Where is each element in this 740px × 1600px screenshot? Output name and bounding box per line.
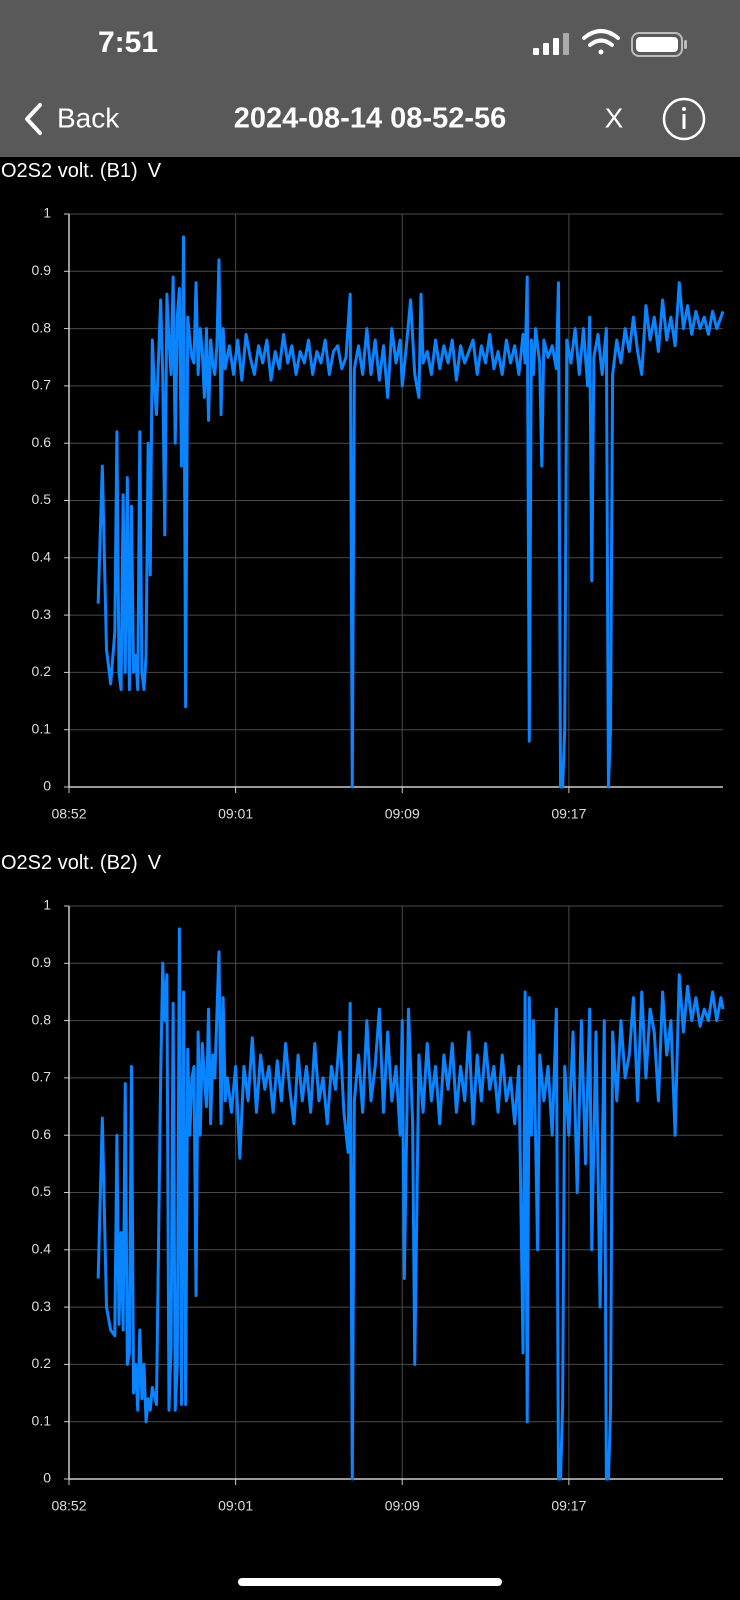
y-tick-label: 0.7 <box>32 1069 52 1085</box>
y-tick-label: 0.4 <box>32 549 52 565</box>
chart-title: O2S2 volt. (B2) V <box>1 852 162 874</box>
x-tick-label: 09:01 <box>218 806 253 822</box>
chart-title-text: O2S2 volt. (B1) <box>1 160 138 182</box>
y-tick-label: 0.3 <box>32 1298 52 1314</box>
y-tick-label: 0.2 <box>32 663 52 679</box>
x-tick-label: 09:17 <box>551 1498 586 1514</box>
signal-icon <box>533 33 569 55</box>
chart-title-text: O2S2 volt. (B2) <box>1 852 138 874</box>
battery-icon <box>631 32 687 57</box>
y-tick-label: 1 <box>43 897 51 913</box>
home-indicator <box>238 1578 502 1586</box>
y-tick-label: 1 <box>43 205 51 221</box>
line-chart: O2S2 volt. (B2) V 0 0.1 0.2 0.3 0.4 0.5 0.6 0.7 0.… <box>1 852 725 1514</box>
wifi-icon <box>582 29 620 55</box>
data-line <box>96 927 725 1481</box>
y-tick-label: 0.8 <box>32 1011 52 1027</box>
y-tick-label: 0.6 <box>32 434 52 450</box>
y-tick-label: 0.1 <box>32 1412 52 1428</box>
close-button[interactable]: X <box>605 102 624 133</box>
x-tick-label: 09:01 <box>218 1498 253 1514</box>
y-tick-label: 0 <box>43 1470 51 1486</box>
x-tick-label: 08:52 <box>51 1498 86 1514</box>
charts: O2S2 volt. (B1) V 0 0.1 0.2 0.3 0.4 0.5 0.6 0.7 0.… <box>1 160 725 1514</box>
chart-title: O2S2 volt. (B1) V <box>1 160 162 182</box>
info-button[interactable] <box>662 97 706 141</box>
x-tick-label: 09:09 <box>385 806 420 822</box>
y-tick-label: 0.7 <box>32 377 52 393</box>
data-line <box>96 235 725 789</box>
y-tick-label: 0 <box>43 778 51 794</box>
y-tick-label: 0.3 <box>32 606 52 622</box>
y-tick-label: 0.9 <box>32 954 52 970</box>
line-chart: O2S2 volt. (B1) V 0 0.1 0.2 0.3 0.4 0.5 0.6 0.7 0.… <box>1 160 725 822</box>
y-tick-label: 0.1 <box>32 720 52 736</box>
x-tick-label: 09:09 <box>385 1498 420 1514</box>
x-tick-label: 09:17 <box>551 806 586 822</box>
x-tick-label: 08:52 <box>51 806 86 822</box>
y-tick-label: 0.6 <box>32 1126 52 1142</box>
y-tick-label: 0.2 <box>32 1355 52 1371</box>
chart-unit: V <box>148 852 162 874</box>
back-label[interactable]: Back <box>57 102 120 133</box>
chart-unit: V <box>148 160 162 182</box>
y-tick-label: 0.5 <box>32 1183 52 1199</box>
header-bg <box>0 0 740 157</box>
back-button[interactable]: Back <box>25 102 120 135</box>
y-tick-label: 0.5 <box>32 491 52 507</box>
y-tick-label: 0.8 <box>32 319 52 335</box>
back-chevron <box>25 103 42 135</box>
nav-title: 2024-08-14 08-52-56 <box>234 103 506 135</box>
status-time: 7:51 <box>98 26 158 59</box>
y-tick-label: 0.4 <box>32 1241 52 1257</box>
y-tick-label: 0.9 <box>32 262 52 278</box>
